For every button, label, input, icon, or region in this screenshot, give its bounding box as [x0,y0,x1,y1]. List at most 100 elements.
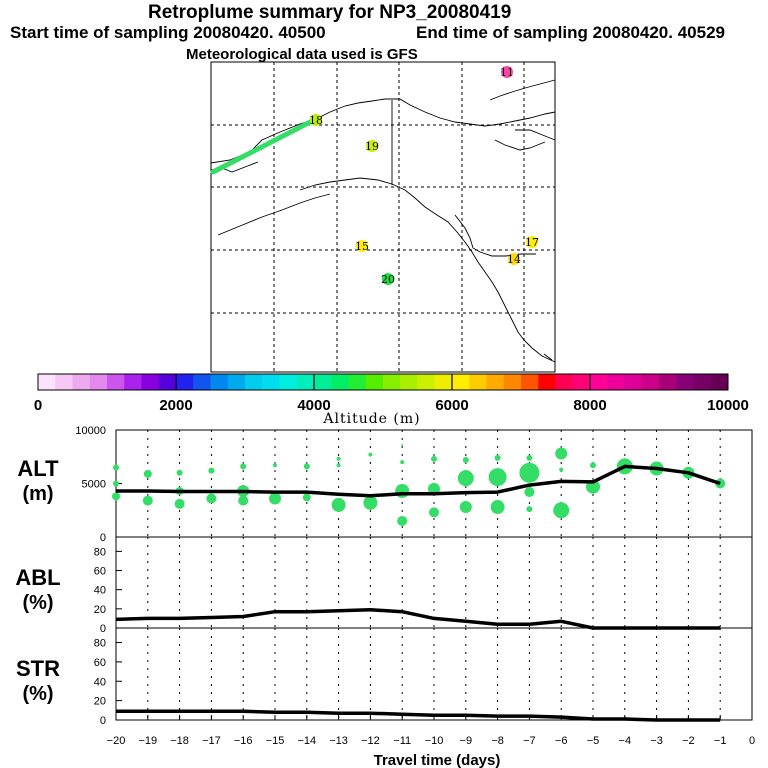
x-tick-label: −1 [714,735,727,747]
colorbar-cell [710,374,729,390]
x-tick-label: −18 [170,735,189,747]
colorbar-cell [365,374,384,390]
colorbar-cell [296,374,315,390]
map-marker-dot [366,140,378,152]
map-marker-dot [501,66,513,78]
y-tick-label: 10000 [75,425,106,437]
colorbar-cell [279,374,298,390]
x-tick-label: −15 [266,735,285,747]
map-frame [210,61,556,373]
colorbar-cell [38,374,56,390]
panel-label: ABL [15,565,60,590]
map-graticule [211,62,555,372]
colorbar-cell [72,374,91,390]
altitude-bubble [273,463,277,468]
time-series-panels: 0500010000ALT(m)020406080ABL(%)020406080… [15,425,755,768]
colorbar-cell [89,374,108,390]
colorbar-cell [555,374,574,390]
altitude-bubble [303,463,310,470]
y-tick-label: 40 [94,585,106,597]
map-marker-label: 15 [355,240,369,253]
colorbar-cell [193,374,211,390]
colorbar-cell [538,374,556,390]
altitude-bubble [519,462,540,483]
colorbar-cell [624,374,643,390]
altitude-bubble [459,501,472,514]
y-tick-label: 20 [94,696,106,708]
y-tick-label: 0 [100,623,106,635]
altitude-bubble [431,455,437,462]
x-axis-label: Travel time (days) [374,752,501,768]
colorbar-cell [158,374,177,390]
altitude-bubble [524,487,535,498]
altitude-bubble [112,492,120,501]
x-tick-label: −9 [460,735,473,747]
altitude-bubble [401,443,404,446]
altitude-bubble [526,506,533,513]
panel-unit: (m) [22,483,53,505]
altitude-bubble [553,502,570,519]
colorbar-cell [245,374,263,390]
colorbar-cell [486,374,505,390]
altitude-colorbar: 0 2000 4000 6000 8000 10000 Altitude (m) [34,373,749,427]
chart-title: Retroplume summary for NP3_20080419 [148,2,512,23]
altitude-bubble [526,454,533,461]
map-marker-label: 18 [309,114,323,127]
y-tick-label: 0 [100,715,106,727]
x-tick-label: −16 [234,735,253,747]
colorbar-cell [521,374,539,390]
map-marker-label: 11 [500,66,514,79]
altitude-bubble [400,460,405,465]
colorbar-cell [314,374,332,390]
x-tick-label: −4 [619,735,632,747]
y-tick-label: 60 [94,657,106,669]
colorbar-cell [348,374,367,390]
x-tick-label: −7 [523,735,536,747]
panel-label: STR [16,656,60,681]
altitude-bubble [368,452,373,457]
colorbar-cell [383,374,401,390]
altitude-bubble [176,469,183,476]
colorbar-cell [607,374,625,390]
altitude-bubble [336,456,341,461]
colorbar-tick-label: 4000 [297,397,330,414]
colorbar-cell [210,374,229,390]
plume-track-line [210,115,321,175]
sampling-end-time: End time of sampling 20080420. 40529 [416,23,725,42]
colorbar-cell [469,374,487,390]
colorbar-cell [417,374,436,390]
x-tick-label: −8 [491,735,504,747]
x-tick-label: −17 [202,735,221,747]
colorbar-cell [590,374,608,390]
altitude-bubble [429,507,439,518]
altitude-bubble [208,467,215,474]
map-marker-dot [508,253,520,265]
x-tick-label: −5 [587,735,600,747]
altitude-bubble [206,493,217,504]
colorbar-cell [503,374,522,390]
series-line-str [116,709,721,722]
colorbar-cell [176,374,194,390]
map-marker-label: 20 [381,273,395,286]
altitude-bubble [302,493,311,502]
colorbar-tick-label: 6000 [435,397,468,414]
y-tick-label: 0 [100,532,106,544]
x-tick-label: −19 [138,735,157,747]
x-tick-label: 0 [749,735,755,747]
colorbar-cell [331,374,349,390]
panel-frame [115,536,753,629]
colorbar-cell [452,374,470,390]
map-panel: 11 18 19 15 20 17 14 [210,61,556,373]
x-tick-label: −14 [297,735,316,747]
y-tick-label: 5000 [82,479,106,491]
altitude-bubble [240,463,247,470]
altitude-bubble [174,498,185,509]
y-tick-label: 60 [94,566,106,578]
altitude-bubble [559,467,564,472]
altitude-bubble [142,495,153,506]
colorbar-cell [641,374,660,390]
series-line-abl [115,608,721,630]
x-tick-label: −3 [650,735,663,747]
